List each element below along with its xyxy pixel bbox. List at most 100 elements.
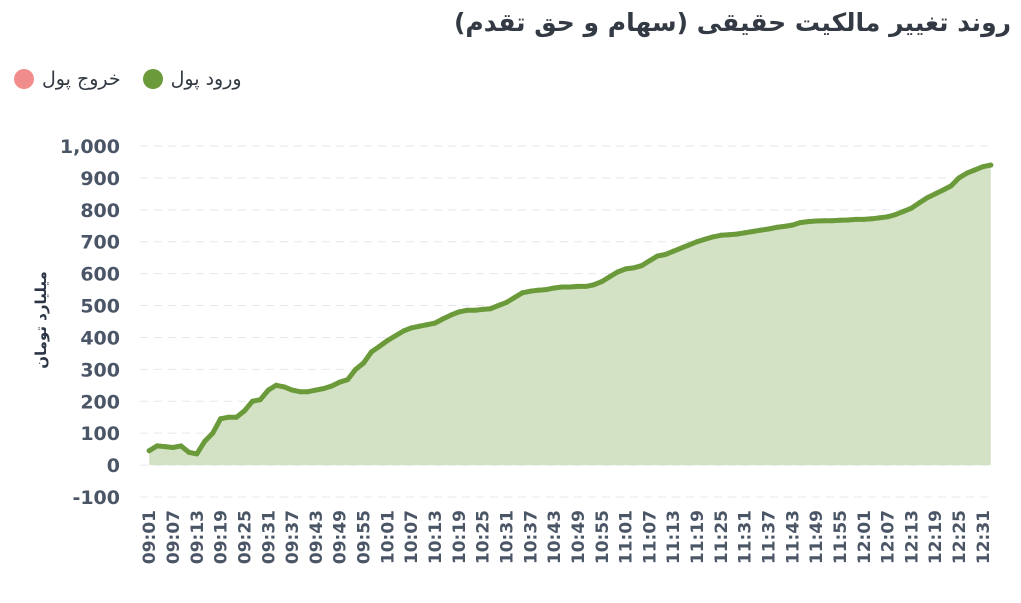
data-point[interactable] (305, 389, 311, 395)
data-point[interactable] (297, 389, 303, 395)
data-point[interactable] (511, 295, 517, 301)
data-point[interactable] (837, 217, 843, 223)
data-point[interactable] (543, 287, 549, 293)
data-point[interactable] (710, 234, 716, 240)
data-point[interactable] (567, 284, 573, 290)
data-point[interactable] (615, 269, 621, 275)
data-point[interactable] (488, 306, 494, 312)
data-point[interactable] (750, 229, 756, 234)
data-point[interactable] (662, 252, 668, 257)
data-point[interactable] (329, 383, 335, 389)
data-point[interactable] (226, 414, 232, 420)
data-point[interactable] (678, 245, 684, 251)
data-point[interactable] (773, 224, 779, 230)
data-point[interactable] (908, 205, 914, 211)
data-point[interactable] (273, 382, 279, 388)
data-point[interactable] (964, 170, 970, 176)
data-point[interactable] (940, 187, 946, 193)
data-point[interactable] (424, 322, 430, 328)
data-point[interactable] (559, 284, 565, 290)
data-point[interactable] (869, 216, 875, 222)
data-point[interactable] (210, 430, 216, 436)
data-point[interactable] (353, 366, 359, 372)
data-point[interactable] (718, 232, 724, 238)
data-point[interactable] (845, 217, 851, 223)
data-point[interactable] (194, 451, 200, 457)
data-point[interactable] (758, 227, 764, 233)
data-point[interactable] (805, 219, 811, 225)
data-point[interactable] (154, 443, 160, 449)
data-point[interactable] (416, 323, 422, 329)
data-point[interactable] (813, 218, 819, 224)
data-point[interactable] (496, 303, 501, 308)
data-point[interactable] (639, 263, 644, 269)
data-point[interactable] (623, 266, 629, 272)
data-point[interactable] (345, 377, 351, 383)
data-point[interactable] (146, 448, 152, 454)
data-point[interactable] (527, 288, 533, 294)
data-point[interactable] (670, 248, 676, 254)
data-point[interactable] (948, 183, 954, 189)
data-point[interactable] (877, 215, 883, 221)
data-point[interactable] (702, 236, 708, 242)
data-point[interactable] (464, 307, 470, 313)
data-point[interactable] (384, 338, 390, 344)
data-point[interactable] (369, 349, 374, 355)
data-point[interactable] (480, 306, 486, 312)
data-point[interactable] (861, 216, 867, 222)
data-point[interactable] (694, 239, 700, 245)
data-point[interactable] (916, 200, 922, 206)
data-point[interactable] (980, 164, 986, 170)
data-point[interactable] (551, 285, 557, 291)
data-point[interactable] (591, 282, 597, 288)
data-point[interactable] (202, 438, 208, 444)
data-point[interactable] (901, 208, 906, 214)
data-point[interactable] (829, 218, 835, 224)
data-point[interactable] (289, 387, 295, 393)
data-point[interactable] (408, 325, 414, 331)
legend-item-money-outflow[interactable]: خروج پول (14, 68, 121, 90)
data-point[interactable] (607, 274, 613, 280)
data-point[interactable] (234, 414, 239, 420)
data-point[interactable] (178, 443, 184, 449)
data-point[interactable] (242, 408, 247, 414)
legend-item-money-inflow[interactable]: ورود پول (142, 68, 242, 90)
data-point[interactable] (742, 230, 748, 236)
data-point[interactable] (631, 265, 636, 271)
data-point[interactable] (186, 449, 192, 455)
data-point[interactable] (726, 232, 732, 238)
data-point[interactable] (432, 320, 438, 326)
data-point[interactable] (789, 222, 795, 228)
data-point[interactable] (972, 167, 978, 173)
data-point[interactable] (249, 398, 255, 404)
data-point[interactable] (932, 191, 938, 197)
data-point[interactable] (893, 212, 898, 218)
data-point[interactable] (472, 307, 478, 313)
data-point[interactable] (885, 214, 891, 220)
data-point[interactable] (281, 384, 287, 390)
data-point[interactable] (504, 299, 509, 305)
data-point[interactable] (956, 175, 962, 181)
data-point[interactable] (654, 253, 660, 259)
data-point[interactable] (162, 444, 168, 450)
data-point[interactable] (766, 226, 771, 232)
data-point[interactable] (313, 387, 319, 393)
data-point[interactable] (686, 242, 692, 248)
data-point[interactable] (599, 279, 605, 285)
data-point[interactable] (781, 223, 787, 229)
data-point[interactable] (734, 231, 740, 237)
data-point[interactable] (376, 343, 382, 349)
data-point[interactable] (853, 216, 859, 222)
data-point[interactable] (392, 333, 398, 339)
data-point[interactable] (646, 258, 652, 264)
data-point[interactable] (170, 445, 176, 450)
data-point[interactable] (321, 386, 327, 391)
data-point[interactable] (400, 328, 406, 334)
data-point[interactable] (797, 220, 803, 226)
data-point[interactable] (821, 218, 827, 224)
data-point[interactable] (257, 397, 263, 403)
data-point[interactable] (265, 387, 271, 393)
data-point[interactable] (440, 316, 446, 322)
data-point[interactable] (535, 287, 541, 293)
data-point[interactable] (448, 312, 454, 318)
